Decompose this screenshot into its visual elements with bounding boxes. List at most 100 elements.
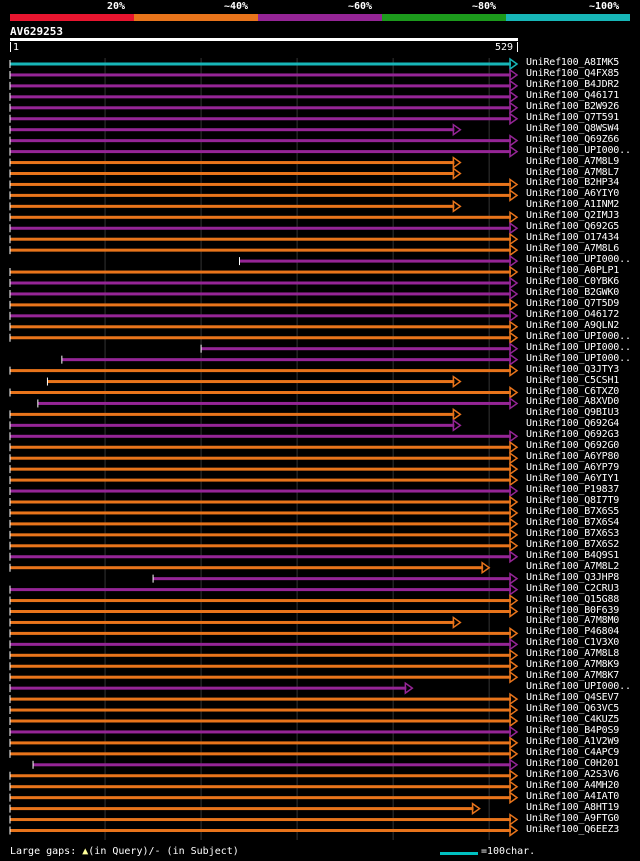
hit-label[interactable]: UniRef100_Q8WSW4 [526,122,620,134]
hit-label[interactable]: UniRef100_A7M8K7 [526,670,620,682]
hit-label[interactable]: UniRef100_A4IAT0 [526,790,620,802]
hit-label[interactable]: UniRef100_Q63VC5 [526,703,620,715]
hit-arrow-icon [509,725,519,739]
hit-label[interactable]: UniRef100_A1INM2 [526,199,620,211]
hit-arrow-icon [509,539,519,553]
hit-label[interactable]: UniRef100_B7X6S2 [526,538,620,550]
hit-label[interactable]: UniRef100_C1V3X0 [526,637,620,649]
hit-label[interactable]: UniRef100_UPI000.. [526,352,631,364]
hit-label[interactable]: UniRef100_A7M8K9 [526,659,620,671]
hit-label[interactable]: UniRef100_Q692G0 [526,440,620,452]
hit-label[interactable]: UniRef100_UPI000.. [526,681,631,693]
hit-label[interactable]: UniRef100_A0PLP1 [526,265,620,277]
hit-alignment [9,517,519,531]
hit-label[interactable]: UniRef100_Q9BIU3 [526,407,620,419]
hit-label[interactable]: UniRef100_UPI000.. [526,341,631,353]
hit-label[interactable]: UniRef100_Q46171 [526,89,620,101]
query-name: AV629253 [10,25,63,38]
hit-label[interactable]: UniRef100_B4P0S9 [526,724,620,736]
legend-percent-label: ~60% [348,1,373,12]
hit-label[interactable]: UniRef100_P19837 [526,484,620,496]
hit-label[interactable]: UniRef100_C0H201 [526,757,620,769]
hit-alignment [9,57,519,71]
hit-label[interactable]: UniRef100_B7X6S5 [526,505,620,517]
hit-label[interactable]: UniRef100_B4JDR2 [526,78,620,90]
hit-label[interactable]: UniRef100_A8IMK5 [526,57,620,68]
hit-alignment [9,386,519,399]
hit-label[interactable]: UniRef100_Q692G5 [526,221,620,233]
hit-alignment [9,561,491,575]
hit-label[interactable]: UniRef100_A6YIY1 [526,473,620,485]
hit-label[interactable]: UniRef100_B2GWK0 [526,286,620,298]
hit-label[interactable]: UniRef100_C5CSH1 [526,374,620,386]
hit-label[interactable]: UniRef100_Q6EEZ3 [526,823,620,835]
hit-label[interactable]: UniRef100_C6TXZ0 [526,385,620,397]
hit-arrow-icon [509,506,519,520]
hit-label[interactable]: UniRef100_O17434 [526,232,620,244]
hit-alignment [9,188,519,202]
hit-label[interactable]: UniRef100_C4APC9 [526,746,620,758]
hit-label[interactable]: UniRef100_C2CRU3 [526,582,620,594]
hit-label[interactable]: UniRef100_A8HT19 [526,801,620,813]
hit-label[interactable]: UniRef100_A7M8L7 [526,166,620,178]
hit-label[interactable]: UniRef100_A7M8L2 [526,560,620,572]
hit-label[interactable]: UniRef100_B2W926 [526,100,620,112]
hit-label[interactable]: UniRef100_B4Q9S1 [526,549,620,561]
hit-label[interactable]: UniRef100_Q69Z66 [526,133,620,145]
hit-alignment [9,791,519,805]
hit-label[interactable]: UniRef100_C4KUZ5 [526,714,620,725]
hit-label[interactable]: UniRef100_UPI000.. [526,254,631,266]
hit-arrow-icon [509,364,519,378]
hit-label[interactable]: UniRef100_A7M8L6 [526,243,620,255]
hit-label[interactable]: UniRef100_C0YBK6 [526,276,620,287]
hit-label[interactable]: UniRef100_B7X6S4 [526,516,620,528]
hit-bar [10,829,511,832]
hit-label[interactable]: UniRef100_A9FTG0 [526,812,620,824]
hit-bar [10,161,455,165]
hit-label[interactable]: UniRef100_Q692G3 [526,429,620,441]
hit-bar [10,193,511,197]
hit-label[interactable]: UniRef100_Q8I7T9 [526,495,620,506]
hit-label[interactable]: UniRef100_B0F639 [526,604,620,616]
hit-alignment [9,287,519,301]
subject-gap-label: - (in Subject) [154,846,239,857]
hit-alignment [9,68,519,82]
hit-label[interactable]: UniRef100_A4MH20 [526,779,620,791]
hit-arrow-icon [509,134,519,148]
hit-label[interactable]: UniRef100_A8XVD0 [526,396,620,408]
hit-label[interactable]: UniRef100_Q692G4 [526,418,620,430]
hit-alignment [9,156,462,170]
hit-label[interactable]: UniRef100_UPI000.. [526,144,631,156]
hit-alignment [9,594,519,608]
hit-alignment [9,670,519,684]
hit-arrow-icon [509,353,519,367]
hit-arrow-icon [509,429,519,443]
hit-label[interactable]: UniRef100_Q15G88 [526,593,620,605]
hit-arrow-icon [509,440,519,454]
hit-label[interactable]: UniRef100_A7M8L8 [526,648,620,660]
hit-label[interactable]: UniRef100_B7X6S3 [526,527,620,539]
hit-label[interactable]: UniRef100_A1V2W9 [526,735,620,747]
hit-label[interactable]: UniRef100_UPI000.. [526,330,631,342]
hit-alignment [9,659,519,673]
hit-alignment [9,692,519,706]
hit-label[interactable]: UniRef100_Q2IMJ3 [526,210,620,222]
hit-label[interactable]: UniRef100_A7M8M0 [526,615,620,627]
hit-label[interactable]: UniRef100_A6YP79 [526,462,620,474]
hit-label[interactable]: UniRef100_P46804 [526,626,620,638]
hit-label[interactable]: UniRef100_Q4SEV7 [526,692,620,704]
hit-alignment [9,265,519,279]
hit-label[interactable]: UniRef100_A7M8L9 [526,155,620,167]
hit-label[interactable]: UniRef100_A6YIY0 [526,188,620,200]
hit-label[interactable]: UniRef100_A2S3V6 [526,768,620,780]
hit-label[interactable]: UniRef100_O46172 [526,308,620,320]
hit-label[interactable]: UniRef100_Q7T5D9 [526,297,620,309]
hit-label[interactable]: UniRef100_Q4FX85 [526,67,620,79]
hit-label[interactable]: UniRef100_B2HP34 [526,177,620,189]
hit-label[interactable]: UniRef100_Q3JHP8 [526,571,620,583]
hit-label[interactable]: UniRef100_A6YP80 [526,451,620,463]
hit-bar [201,347,512,351]
hit-label[interactable]: UniRef100_Q3JTY3 [526,363,620,375]
hit-label[interactable]: UniRef100_A9QLN2 [526,319,620,331]
hit-label[interactable]: UniRef100_Q7T591 [526,111,620,123]
